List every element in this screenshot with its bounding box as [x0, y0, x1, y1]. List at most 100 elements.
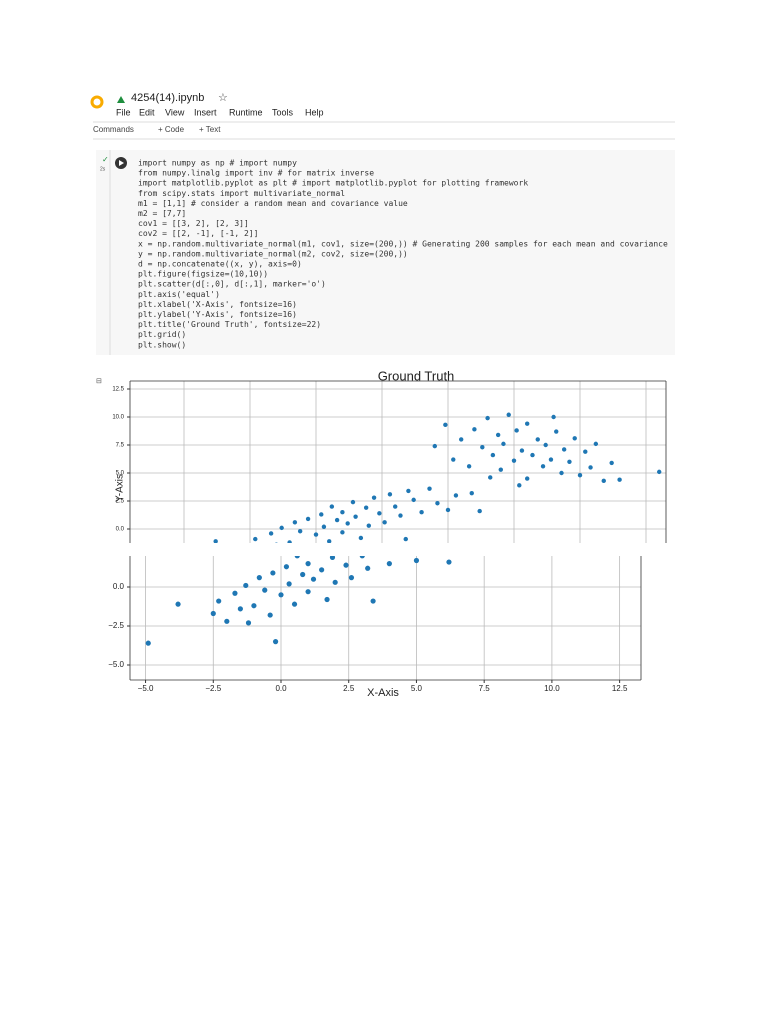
point — [387, 492, 393, 497]
point — [593, 441, 599, 447]
point — [657, 469, 662, 475]
point — [329, 504, 335, 509]
y-tick-label: 2.5 — [116, 499, 125, 505]
point — [443, 422, 448, 428]
y-tick-label: 0.0 — [113, 582, 125, 591]
code-cell — [96, 150, 675, 355]
point — [435, 501, 440, 506]
point — [262, 587, 268, 593]
toolbar-item[interactable]: + Text — [199, 125, 221, 134]
point — [245, 620, 252, 626]
menu-item[interactable]: Runtime — [229, 107, 263, 117]
toolbar-item[interactable]: Commands — [93, 125, 134, 134]
point — [340, 510, 345, 515]
run-time: 2s — [100, 166, 106, 172]
point — [540, 464, 546, 469]
point — [343, 562, 349, 568]
x-tick-label: 2.5 — [343, 684, 355, 693]
check-icon: ✓ — [102, 155, 109, 164]
point — [506, 412, 511, 417]
point — [446, 559, 452, 565]
point — [291, 601, 298, 607]
y-tick-label: 0.0 — [116, 527, 125, 533]
code-line: plt.show() — [138, 340, 186, 349]
point — [551, 414, 556, 420]
code-line: plt.scatter(d[:,0], d[:,1], marker='o') — [138, 280, 326, 289]
point — [572, 436, 577, 441]
point — [530, 452, 535, 458]
point — [488, 475, 493, 480]
point — [543, 442, 548, 448]
point — [577, 473, 583, 478]
drive-icon — [117, 96, 125, 103]
point — [419, 510, 424, 515]
point — [287, 540, 292, 543]
star-icon[interactable]: ☆ — [218, 92, 228, 104]
plot-area — [130, 381, 666, 551]
filename[interactable]: 4254(14).ipynb — [131, 92, 204, 104]
point — [145, 640, 151, 646]
point — [216, 598, 222, 604]
y-tick-label: 10.0 — [112, 415, 124, 421]
y-tick-label: 5.0 — [116, 471, 125, 477]
code-line: plt.ylabel('Y-Axis', fontsize=16) — [138, 310, 297, 319]
point — [514, 428, 519, 433]
point — [472, 427, 477, 432]
y-tick-label: 7.5 — [116, 443, 125, 449]
point — [601, 478, 606, 484]
point — [303, 547, 307, 551]
point — [477, 508, 482, 514]
x-tick-label: −2.5 — [205, 684, 221, 693]
point — [251, 603, 257, 609]
point — [588, 465, 593, 470]
point — [321, 524, 327, 529]
menu-item[interactable]: File — [116, 107, 131, 117]
point — [332, 579, 338, 585]
point — [345, 521, 350, 526]
point — [511, 458, 517, 463]
point — [232, 590, 238, 596]
point — [353, 514, 358, 519]
point — [313, 532, 319, 537]
point — [490, 452, 496, 458]
menu-item[interactable]: Tools — [272, 107, 294, 117]
point — [377, 511, 382, 516]
point — [256, 575, 262, 581]
menu-item[interactable]: Help — [305, 107, 324, 117]
point — [559, 470, 564, 476]
point — [370, 598, 376, 604]
point — [213, 539, 218, 543]
colab-logo — [90, 95, 104, 109]
point — [583, 449, 588, 454]
point — [535, 437, 540, 442]
x-tick-label: −5.0 — [138, 684, 154, 693]
point — [432, 443, 437, 449]
point — [359, 556, 365, 559]
code-line: m2 = [7,7] — [138, 209, 186, 218]
point — [297, 529, 303, 534]
point — [386, 561, 392, 567]
point — [319, 512, 324, 517]
code-line: from numpy.linalg import inv # for matri… — [138, 169, 374, 178]
point — [480, 445, 485, 450]
toolbar-item[interactable]: + Code — [158, 125, 185, 134]
point — [274, 542, 278, 543]
menu-item[interactable]: Insert — [194, 107, 217, 117]
code-line: plt.xlabel('X-Axis', fontsize=16) — [138, 300, 297, 309]
point — [525, 421, 530, 426]
point — [319, 567, 325, 573]
plot-area — [130, 556, 641, 680]
code-line: cov1 = [[3, 2], [2, 3]] — [138, 219, 249, 228]
menu-item[interactable]: Edit — [139, 107, 155, 117]
menu-item[interactable]: View — [165, 107, 185, 117]
point — [617, 477, 622, 482]
point — [406, 488, 411, 494]
x-tick-label: 0.0 — [275, 684, 287, 693]
point — [469, 490, 474, 496]
point — [283, 564, 290, 570]
point — [224, 618, 230, 624]
point — [294, 556, 300, 559]
x-axis-label: X-Axis — [367, 687, 399, 699]
point — [278, 592, 284, 598]
point — [451, 457, 456, 462]
